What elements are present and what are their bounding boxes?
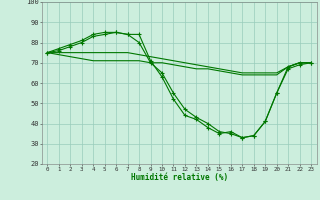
X-axis label: Humidité relative (%): Humidité relative (%) xyxy=(131,173,228,182)
